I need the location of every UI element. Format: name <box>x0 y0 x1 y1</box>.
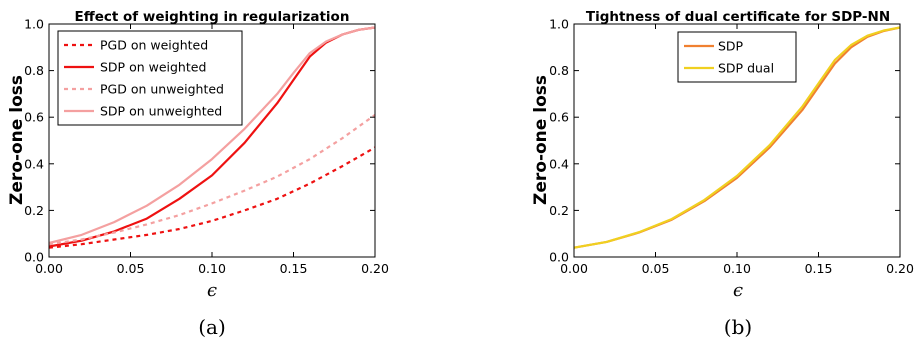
chart-panel-a: Effect of weighting in regularization Ze… <box>7 9 389 339</box>
y-tick-label: 1.0 <box>24 17 44 32</box>
legend-box <box>57 30 243 126</box>
x-tick-label: 0.00 <box>560 261 588 276</box>
y-axis-label: Zero-one loss <box>7 75 27 205</box>
x-tick-label: 0.05 <box>117 261 145 276</box>
y-axis-label-group: Zero-one loss <box>531 75 551 205</box>
legend-label: PGD on unweighted <box>100 82 224 97</box>
series-line <box>48 146 376 249</box>
y-tick-label: 0.8 <box>24 63 44 78</box>
legend-label: SDP on unweighted <box>100 104 222 119</box>
chart-title: Effect of weighting in regularization <box>75 9 350 25</box>
y-axis-label: Zero-one loss <box>531 75 551 205</box>
legend-label: PGD on weighted <box>100 38 208 53</box>
x-axis-label: ϵ <box>733 280 743 301</box>
y-tick-label: 0.6 <box>549 110 569 125</box>
panel-caption: (a) <box>198 315 226 339</box>
x-tick-label: 0.20 <box>361 261 389 276</box>
y-tick-label: 1.0 <box>549 17 569 32</box>
y-tick-label: 0.2 <box>549 203 569 218</box>
x-tick-label: 0.10 <box>198 261 226 276</box>
y-tick-label: 0.2 <box>24 203 44 218</box>
y-axis-label-group: Zero-one loss <box>7 75 27 205</box>
series-line <box>573 26 901 249</box>
y-tick-label: 0.4 <box>549 156 569 171</box>
x-axis-label: ϵ <box>207 280 217 301</box>
panel-caption: (b) <box>724 315 752 339</box>
legend: PGD on weighted SDP on weighted PGD on unw… <box>57 30 243 126</box>
plot-area: 0.00 0.05 0.10 0.15 0.20 0.0 0.2 0.4 0.6 0.8 1.0 PG… <box>24 17 389 277</box>
y-tick-label: 0.0 <box>24 250 44 265</box>
legend-label: SDP on weighted <box>100 60 206 75</box>
x-tick-label: 0.15 <box>280 261 308 276</box>
x-tick-label: 0.20 <box>886 261 914 276</box>
legend-label: SDP <box>718 39 744 54</box>
x-tick-label: 0.15 <box>805 261 833 276</box>
y-tick-label: 0.0 <box>549 250 569 265</box>
x-tick-label: 0.05 <box>642 261 670 276</box>
legend-label: SDP dual <box>718 61 774 76</box>
x-tick-label: 0.00 <box>35 261 63 276</box>
series-line <box>48 114 376 246</box>
plot-area: 0.00 0.05 0.10 0.15 0.20 0.0 0.2 0.4 0.6 0.8 1.0 SD… <box>549 17 914 277</box>
legend-box <box>677 31 797 83</box>
y-tick-label: 0.8 <box>549 63 569 78</box>
legend: SDP SDP dual <box>677 31 797 83</box>
y-tick-label: 0.6 <box>24 110 44 125</box>
chart-panel-b: Tightness of dual certificate for SDP-NN… <box>531 9 914 339</box>
y-tick-label: 0.4 <box>24 156 44 171</box>
chart-title: Tightness of dual certificate for SDP-NN <box>586 9 890 25</box>
series-line <box>48 26 376 245</box>
x-tick-label: 0.10 <box>723 261 751 276</box>
